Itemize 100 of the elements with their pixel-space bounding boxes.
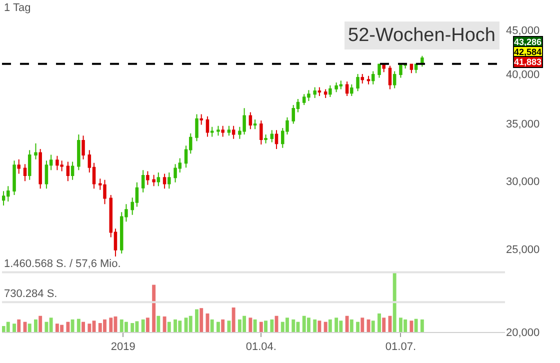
bar — [49, 318, 53, 332]
bar — [82, 322, 85, 332]
bar — [188, 316, 192, 332]
bar — [414, 318, 418, 332]
bar — [124, 322, 128, 332]
candlestick — [388, 65, 392, 90]
bar — [141, 319, 145, 332]
bar — [216, 322, 220, 332]
ref-line-label: 1.460.568 S. / 57,6 Mio. — [4, 258, 121, 270]
bar — [378, 313, 381, 332]
candlestick — [410, 64, 414, 74]
candlestick — [200, 114, 203, 126]
bar — [70, 319, 74, 332]
x-tick-label: 2019 — [110, 341, 136, 354]
ref-line-label: 730.284 S. — [4, 288, 58, 300]
bar — [360, 318, 364, 332]
y-tick-label: 35,000 — [506, 118, 540, 131]
bar — [420, 319, 424, 332]
candlestick — [360, 74, 364, 84]
candlestick — [34, 142, 38, 160]
bar — [195, 309, 198, 332]
chart-subtitle: 1 Tag — [4, 2, 31, 14]
candlestick — [221, 125, 224, 138]
bar — [410, 320, 414, 332]
bar — [345, 316, 349, 332]
candlestick — [328, 84, 332, 98]
bar — [259, 322, 263, 332]
bar — [167, 322, 171, 332]
bar — [334, 318, 338, 332]
bar — [227, 320, 231, 332]
candlestick — [345, 81, 349, 97]
candlestick — [313, 86, 316, 99]
bar — [6, 322, 10, 332]
candlestick — [356, 74, 360, 92]
bar — [66, 322, 70, 332]
candlestick — [82, 135, 85, 160]
candlestick — [227, 125, 231, 136]
bar — [292, 319, 296, 332]
bar — [28, 324, 32, 332]
bar — [350, 319, 354, 332]
candlestick — [253, 118, 257, 130]
candlestick — [195, 114, 198, 142]
candlestick — [260, 120, 263, 145]
bar — [270, 319, 274, 332]
candlestick — [248, 112, 252, 130]
bar — [264, 320, 268, 332]
candlestick — [162, 173, 166, 190]
bar — [34, 319, 38, 332]
candlestick — [274, 130, 278, 150]
candlestick — [206, 116, 210, 138]
candlestick — [168, 172, 171, 190]
candlestick — [216, 125, 220, 136]
candlestick — [366, 75, 370, 85]
text: 43,286 — [514, 37, 542, 47]
candlestick — [70, 161, 74, 180]
bar — [17, 319, 21, 332]
candlestick — [210, 126, 214, 138]
candlestick — [350, 84, 354, 97]
bar — [356, 322, 360, 332]
bar — [210, 319, 214, 332]
bar — [76, 318, 80, 332]
bar — [88, 324, 92, 332]
candlestick — [17, 158, 20, 174]
candlestick — [141, 170, 145, 193]
bar — [109, 318, 113, 332]
bar — [162, 316, 166, 332]
bar — [174, 319, 178, 332]
candlestick — [392, 70, 396, 89]
candlestick — [66, 161, 70, 182]
candlestick — [270, 130, 274, 143]
x-tick-label: 01.04. — [246, 341, 276, 354]
candlestick — [146, 170, 150, 186]
candlestick — [232, 125, 236, 140]
candlestick — [23, 164, 27, 182]
candlestick — [414, 63, 418, 74]
candlestick — [38, 148, 42, 190]
bar — [12, 324, 16, 332]
bar — [152, 284, 156, 332]
bar — [253, 319, 257, 332]
y-tick-label: 45,000 — [506, 25, 540, 38]
bar — [382, 318, 386, 332]
y-tick-label: 40,000 — [506, 68, 540, 81]
bar — [328, 319, 332, 332]
text: 42,584 — [514, 47, 542, 57]
bar — [156, 316, 160, 332]
candlestick — [77, 134, 80, 171]
candlestick — [378, 63, 381, 78]
bar — [232, 308, 236, 332]
candlestick — [318, 86, 322, 97]
bar — [200, 308, 204, 332]
candlestick — [12, 160, 16, 196]
bar — [130, 323, 134, 332]
bar — [221, 319, 225, 332]
bar — [318, 320, 322, 332]
bar — [306, 318, 310, 332]
legend-label: 52-Wochen-Hoch — [348, 25, 496, 46]
y-tick-label: 20,000 — [506, 326, 540, 339]
y-tick-label: 30,000 — [506, 176, 540, 188]
x-tick-label: 01.07. — [385, 341, 416, 354]
bar — [313, 319, 317, 332]
